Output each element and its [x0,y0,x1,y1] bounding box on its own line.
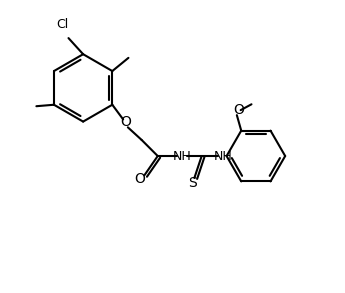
Text: NH: NH [214,149,232,163]
Text: Cl: Cl [57,18,69,31]
Text: NH: NH [173,149,191,163]
Text: O: O [233,103,244,117]
Text: S: S [188,176,197,190]
Text: O: O [135,172,146,185]
Text: O: O [120,115,131,129]
